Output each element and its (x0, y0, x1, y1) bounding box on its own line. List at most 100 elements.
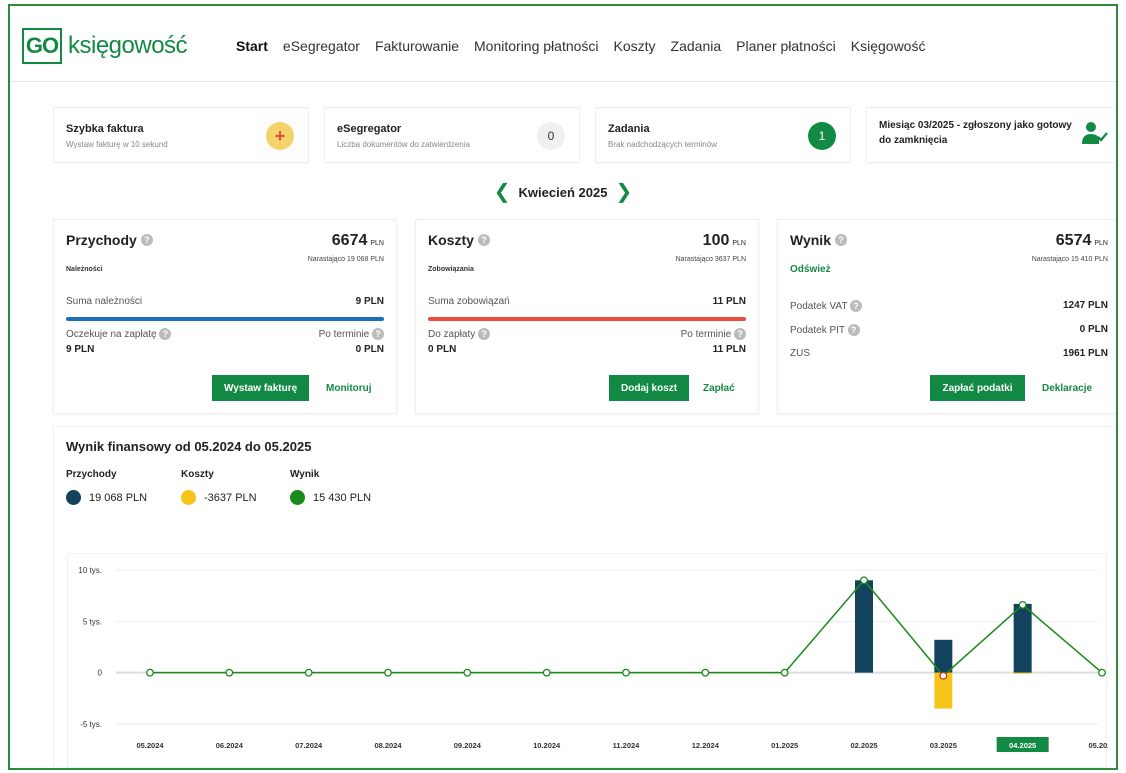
result-amount: 6574 PLN (1056, 232, 1108, 250)
x-tick-label: 12.2024 (692, 741, 720, 750)
legend-result[interactable]: 15 430 PLN (290, 490, 371, 505)
quick-invoice-card[interactable]: Szybka faktura Wystaw fakturę w 10 sekun… (54, 108, 308, 162)
x-tick-label: 02.2025 (850, 741, 877, 750)
currency: PLN (732, 240, 746, 247)
vat-row: Podatek VAT ? 1247 PLN (790, 300, 1108, 312)
card-title: Szybka faktura (66, 123, 144, 135)
status-values-row: 0 PLN 11 PLN (428, 344, 746, 355)
nav-fakturowanie[interactable]: Fakturowanie (374, 38, 460, 54)
refresh-link[interactable]: Odśwież (790, 264, 831, 275)
main-nav: Start eSegregator Fakturowanie Monitorin… (236, 38, 940, 54)
receivables-label: Należności (66, 266, 103, 273)
tasks-card[interactable]: Zadania Brak nadchodzących terminów 1 (596, 108, 850, 162)
currency: PLN (370, 240, 384, 247)
amount-value: 100 (702, 232, 730, 249)
overdue-value: 11 PLN (712, 344, 746, 355)
x-tick-label: 05.2025 (1088, 741, 1108, 750)
top-bar: GO księgowość Start eSegregator Fakturow… (10, 6, 1116, 82)
pit-label-text: Podatek PIT (790, 325, 845, 336)
pay-button[interactable]: Zapłać (703, 382, 735, 394)
card-subtitle: Liczba dokumentów do zatwierdzenia (337, 140, 470, 149)
app-frame: GO księgowość Start eSegregator Fakturow… (8, 4, 1118, 770)
legend-costs-value: -3637 PLN (204, 491, 257, 504)
costs-title: Koszty (428, 232, 474, 248)
vat-label: Podatek VAT ? (790, 300, 863, 312)
result-dot-icon (290, 490, 305, 505)
overdue-value: 0 PLN (355, 344, 384, 355)
vat-label-text: Podatek VAT (790, 301, 848, 312)
nav-zadania[interactable]: Zadania (670, 38, 722, 54)
result-point (1018, 600, 1027, 609)
help-icon[interactable]: ? (478, 328, 491, 340)
help-icon[interactable]: ? (850, 300, 863, 312)
costs-cumulative: Narastająco 3637 PLN (675, 256, 746, 263)
pit-label: Podatek PIT ? (790, 324, 860, 336)
result-point (384, 668, 392, 677)
legend-income-label: Przychody (66, 469, 117, 480)
chevron-left-icon[interactable]: ❮ (493, 181, 511, 203)
chevron-right-icon[interactable]: ❯ (615, 181, 633, 203)
month-status-card[interactable]: Miesiąc 03/2025 - zgłoszony jako gotowy … (867, 108, 1116, 162)
overdue-label: Po terminie ? (319, 328, 384, 340)
x-tick-label: 06.2024 (216, 741, 244, 750)
nav-planer[interactable]: Planer płatności (736, 38, 836, 54)
result-line (150, 579, 1103, 677)
income-progress-bar (66, 317, 384, 321)
help-icon[interactable]: ? (372, 328, 384, 340)
sum-value: 11 PLN (712, 296, 746, 307)
result-cumulative: Narastająco 15 410 PLN (1031, 256, 1108, 263)
month-switcher: ❮ Kwiecień 2025 ❯ (10, 182, 1116, 202)
legend-costs-label: Koszty (181, 469, 214, 480)
pay-taxes-button[interactable]: Zapłać podatki (930, 375, 1025, 401)
status-labels-row: Oczekuje na zapłatę ? Po terminie ? (66, 328, 384, 340)
chart-plot-area: 10 tys. 5 tys. 0 -5 tys. 05.2024 06.2024 07.20… (67, 553, 1108, 768)
help-icon[interactable]: ? (834, 234, 847, 246)
y-tick-label: 5 tys. (83, 617, 102, 626)
card-title: Zadania (608, 123, 650, 135)
wait-value: 0 PLN (428, 344, 457, 355)
income-card: Przychody ? 6674 PLN Narastająco 19 068 P… (54, 220, 396, 413)
monitor-button[interactable]: Monitoruj (326, 382, 372, 394)
x-tick-label: 01.2025 (771, 741, 798, 750)
x-tick-label: 09.2024 (454, 741, 482, 750)
zus-value: 1961 PLN (1062, 348, 1108, 359)
pit-value: 0 PLN (1079, 324, 1108, 335)
help-icon[interactable]: ? (477, 234, 490, 246)
income-bar (1013, 603, 1032, 673)
x-tick-label: 07.2024 (295, 741, 323, 750)
logo[interactable]: GO księgowość (22, 28, 188, 64)
legend-income[interactable]: 19 068 PLN (66, 490, 147, 505)
x-tick-label: 04.2025 (1009, 741, 1036, 750)
help-icon[interactable]: ? (847, 324, 860, 336)
result-point (939, 671, 948, 680)
help-icon[interactable]: ? (140, 234, 153, 246)
receivables-row: Suma należności 9 PLN (66, 296, 384, 307)
help-icon[interactable]: ? (734, 328, 746, 340)
income-bar (934, 639, 953, 673)
status-values-row: 9 PLN 0 PLN (66, 344, 384, 355)
x-tick-label: 08.2024 (374, 741, 402, 750)
nav-start[interactable]: Start (236, 38, 268, 54)
result-point (463, 668, 472, 677)
logo-box: GO (22, 28, 62, 64)
add-cost-button[interactable]: Dodaj koszt (609, 375, 690, 401)
nav-monitoring[interactable]: Monitoring płatności (474, 38, 599, 54)
x-tick-label: 10.2024 (533, 741, 561, 750)
result-card: Wynik ? 6574 PLN Narastająco 15 410 PLN O… (778, 220, 1116, 413)
liabilities-label: Zobowiązania (428, 266, 474, 273)
plus-icon[interactable]: + (266, 122, 294, 150)
result-point (304, 668, 313, 677)
legend-costs[interactable]: -3637 PLN (181, 490, 257, 505)
sum-value: 9 PLN (355, 296, 384, 307)
issue-invoice-button[interactable]: Wystaw fakturę (212, 375, 310, 401)
nav-esegregator[interactable]: eSegregator (282, 38, 360, 54)
card-subtitle: Wystaw fakturę w 10 sekund (66, 140, 168, 149)
declarations-button[interactable]: Deklaracje (1042, 382, 1093, 394)
x-tick-label: 03.2025 (930, 741, 957, 750)
wait-label: Do zapłaty ? (428, 328, 491, 340)
esegregator-card[interactable]: eSegregator Liczba dokumentów do zatwier… (325, 108, 579, 162)
nav-ksiegowosc[interactable]: Księgowość (850, 38, 926, 54)
nav-koszty[interactable]: Koszty (613, 38, 656, 54)
help-icon[interactable]: ? (159, 328, 172, 340)
liabilities-row: Suma zobowiązań 11 PLN (428, 296, 746, 307)
